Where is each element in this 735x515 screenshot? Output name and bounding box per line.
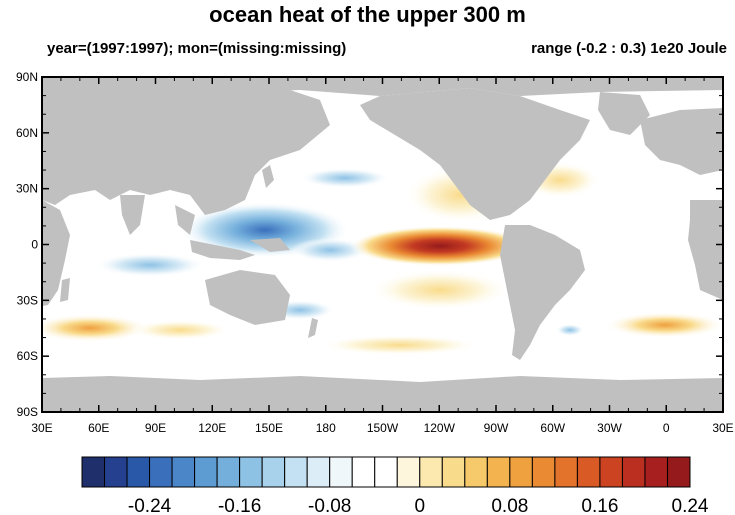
colorbar-swatch <box>81 456 106 488</box>
eastern-pacific-el-nino-warm-anomaly <box>350 226 530 266</box>
colorbar-swatch <box>419 456 443 488</box>
colorbar-swatch <box>374 456 398 488</box>
range-subtitle: range (-0.2 : 0.3) 1e20 Joule <box>531 40 727 57</box>
colorbar-swatch <box>329 456 353 488</box>
new-zealand <box>308 318 318 338</box>
eurasia <box>42 88 330 215</box>
colorbar-label: 0 <box>414 496 425 515</box>
lon-label: 90W <box>484 421 509 435</box>
lat-label: 30S <box>17 293 38 307</box>
longitude-axis: 30E 60E 90E 120E 150E 180 150W 120W 90W 60W 30W 0 30… <box>31 77 734 435</box>
south-america <box>500 225 585 360</box>
colorbar-label: 0.16 <box>581 496 618 515</box>
colorbar-swatch <box>464 456 488 488</box>
colorbar-label: -0.24 <box>128 496 172 515</box>
colorbar-swatch <box>599 456 623 488</box>
colorbar-swatch <box>284 456 308 488</box>
colorbar-swatch <box>509 456 533 488</box>
lat-label: 0 <box>31 238 38 252</box>
north-pacific-cool-anomaly <box>300 168 390 188</box>
australia <box>205 270 290 325</box>
lon-label: 150W <box>367 421 399 435</box>
indian-ocean-cool-anomaly <box>95 253 205 277</box>
madagascar <box>60 278 70 302</box>
southern-indian-warm-band-east <box>130 320 230 340</box>
map-title: ocean heat of the upper 300 m <box>209 2 526 27</box>
colorbar-swatch <box>239 456 263 488</box>
colorbar-swatch <box>486 456 511 488</box>
india <box>120 195 145 235</box>
southern-atlantic-warm-band <box>605 312 723 338</box>
lon-label: 30E <box>712 421 733 435</box>
colorbar-swatch <box>126 456 151 488</box>
colorbar-label: -0.16 <box>218 496 261 515</box>
new-guinea <box>250 238 290 252</box>
lat-label: 60S <box>17 349 38 363</box>
lon-label: 90E <box>145 421 166 435</box>
africa-east-edge <box>42 200 70 306</box>
colorbar-swatch <box>149 456 173 488</box>
colorbar-swatch <box>666 456 691 488</box>
colorbar-label: 0.24 <box>672 496 709 515</box>
colorbar-label: 0.08 <box>491 496 528 515</box>
colorbar-swatch <box>216 456 241 488</box>
colorbar: -0.24 -0.16 -0.08 0 0.08 0.16 0.24 <box>81 456 709 515</box>
latitude-axis: 90N 60N 30N 0 30S 60S 90S <box>16 70 723 419</box>
lat-label: 90S <box>17 405 38 419</box>
south-atlantic-cool-spot <box>556 324 584 336</box>
japan <box>262 165 274 188</box>
colorbar-swatch <box>104 456 128 488</box>
colorbar-swatch <box>441 456 466 488</box>
colorbar-swatch <box>576 456 601 488</box>
lon-label: 30W <box>597 421 622 435</box>
colorbar-swatch <box>351 456 376 488</box>
lat-label: 60N <box>16 126 38 140</box>
colorbar-swatch <box>306 456 331 488</box>
colorbar-swatch <box>396 456 421 488</box>
south-pacific-warm-band <box>370 270 510 310</box>
lon-label: 0 <box>663 421 670 435</box>
lon-label: 30E <box>31 421 52 435</box>
colorbar-swatch <box>171 456 196 488</box>
lon-label: 60E <box>88 421 109 435</box>
time-subtitle: year=(1997:1997); mon=(missing:missing) <box>47 40 347 57</box>
colorbar-swatch <box>194 456 218 488</box>
greenland <box>598 92 650 135</box>
colorbar-swatch <box>261 456 286 488</box>
colorbar-swatch <box>644 456 668 488</box>
colorbar-label: -0.08 <box>308 496 351 515</box>
colorbar-swatch <box>554 456 578 488</box>
lat-label: 90N <box>16 70 38 84</box>
north-america <box>360 88 590 220</box>
colorbar-swatch <box>531 456 556 488</box>
colorbar-swatch <box>621 456 646 488</box>
lat-label: 30N <box>16 182 38 196</box>
central-pacific-cool-anomaly <box>290 238 370 262</box>
indochina <box>175 205 195 235</box>
lon-label: 180 <box>316 421 336 435</box>
southern-indian-warm-band-west <box>42 314 150 342</box>
europe <box>640 108 723 175</box>
indonesia <box>190 240 255 260</box>
lon-label: 120W <box>424 421 456 435</box>
lon-label: 120E <box>198 421 226 435</box>
antarctica <box>42 376 723 412</box>
southern-pacific-warm-band <box>320 335 480 355</box>
lon-label: 150E <box>255 421 283 435</box>
africa-west <box>688 200 723 300</box>
lon-label: 60W <box>540 421 565 435</box>
